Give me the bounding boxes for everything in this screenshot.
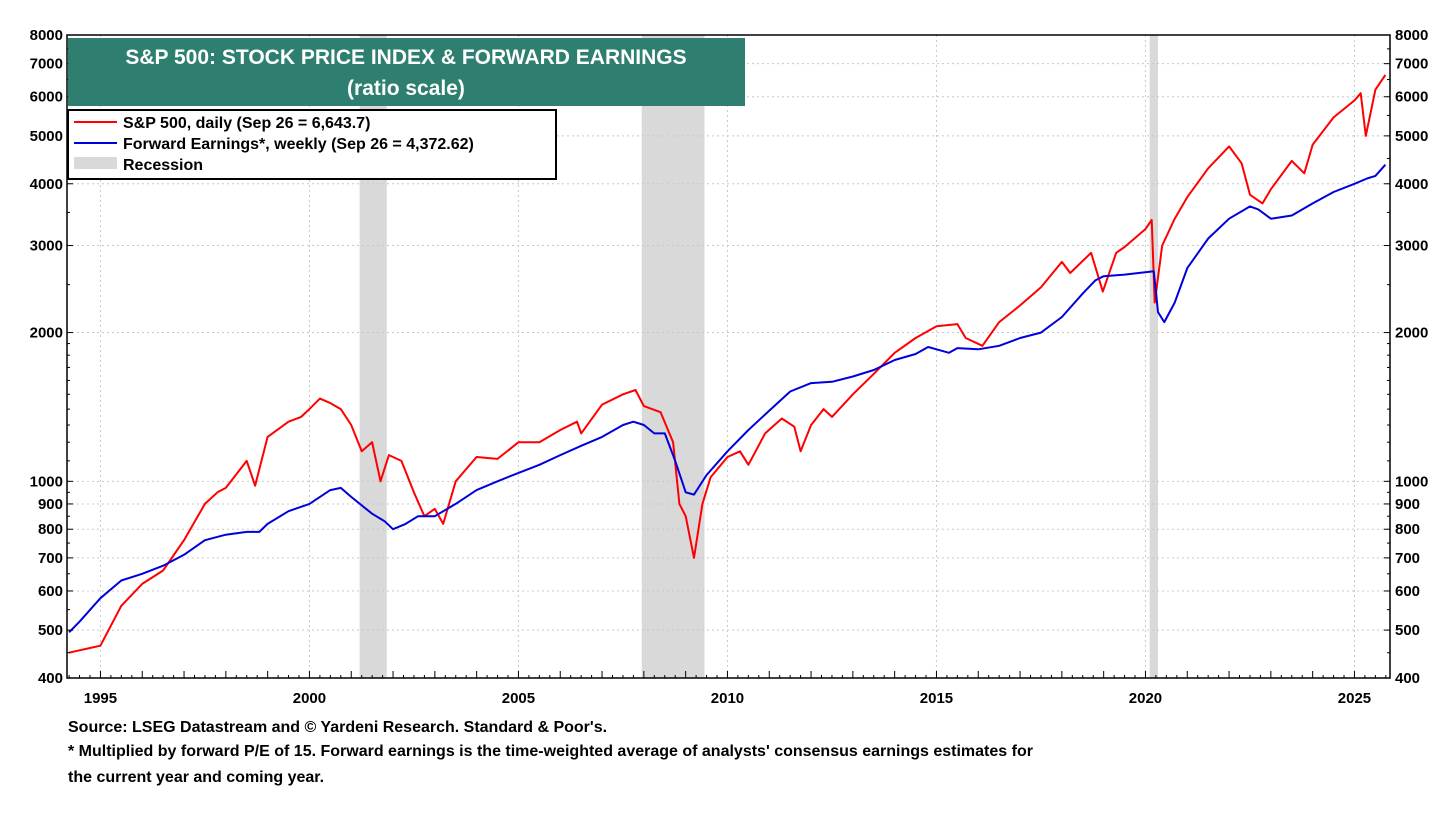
y-tick-label-left-400: 400 xyxy=(38,670,63,687)
series-line-sp500 xyxy=(68,74,1387,654)
y-tick-label-right-500: 500 xyxy=(1395,622,1420,639)
y-tick-label-left-800: 800 xyxy=(38,521,63,538)
y-tick-label-right-3000: 3000 xyxy=(1395,238,1428,255)
y-tick-label-right-6000: 6000 xyxy=(1395,89,1428,106)
y-tick-label-left-500: 500 xyxy=(38,622,63,639)
y-tick-label-right-4000: 4000 xyxy=(1395,176,1428,193)
x-tick-label-2005: 2005 xyxy=(502,690,535,707)
y-tick-label-left-700: 700 xyxy=(38,550,63,567)
recession-band-1 xyxy=(641,35,705,678)
title-box: S&P 500: STOCK PRICE INDEX & FORWARD EAR… xyxy=(68,38,745,106)
recession-band-2 xyxy=(1149,35,1159,678)
x-tick-label-2000: 2000 xyxy=(293,690,326,707)
x-tick-label-1995: 1995 xyxy=(84,690,117,707)
y-tick-label-right-700: 700 xyxy=(1395,550,1420,567)
plot-frame xyxy=(66,34,1391,679)
chart-title: S&P 500: STOCK PRICE INDEX & FORWARD EAR… xyxy=(125,46,686,69)
y-tick-label-left-8000: 8000 xyxy=(30,27,63,44)
y-tick-label-right-7000: 7000 xyxy=(1395,56,1428,73)
y-tick-label-left-4000: 4000 xyxy=(30,176,63,193)
y-tick-label-left-3000: 3000 xyxy=(30,238,63,255)
y-tick-label-left-600: 600 xyxy=(38,583,63,600)
y-tick-label-right-5000: 5000 xyxy=(1395,128,1428,145)
y-tick-label-right-800: 800 xyxy=(1395,521,1420,538)
y-tick-label-right-8000: 8000 xyxy=(1395,27,1428,44)
y-tick-label-left-1000: 1000 xyxy=(30,473,63,490)
footnote-line-2: the current year and coming year. xyxy=(68,769,325,786)
legend: S&P 500, daily (Sep 26 = 6,643.7) Forwar… xyxy=(67,109,557,180)
series-line-forward-earnings xyxy=(68,164,1387,634)
y-tick-label-left-5000: 5000 xyxy=(30,128,63,145)
legend-label-recession: Recession xyxy=(123,157,203,174)
x-tick-label-2015: 2015 xyxy=(920,690,953,707)
x-tick-label-2010: 2010 xyxy=(711,690,744,707)
series-lines xyxy=(68,74,1387,654)
legend-swatch-recession xyxy=(74,157,117,169)
y-tick-label-right-900: 900 xyxy=(1395,496,1420,513)
chart-subtitle: (ratio scale) xyxy=(347,77,465,100)
legend-label-forward-earnings: Forward Earnings*, weekly (Sep 26 = 4,37… xyxy=(123,136,474,153)
y-tick-label-right-400: 400 xyxy=(1395,670,1420,687)
source-note: Source: LSEG Datastream and © Yardeni Re… xyxy=(68,719,608,736)
y-tick-label-left-6000: 6000 xyxy=(30,89,63,106)
y-tick-label-left-7000: 7000 xyxy=(30,56,63,73)
y-tick-label-right-1000: 1000 xyxy=(1395,473,1428,490)
y-tick-label-left-900: 900 xyxy=(38,496,63,513)
y-tick-label-right-2000: 2000 xyxy=(1395,325,1428,342)
x-tick-label-2020: 2020 xyxy=(1129,690,1162,707)
axis-ticks xyxy=(67,34,1390,679)
footnote-line-1: * Multiplied by forward P/E of 15. Forwa… xyxy=(68,743,1033,760)
legend-label-sp500: S&P 500, daily (Sep 26 = 6,643.7) xyxy=(123,115,370,132)
y-tick-label-left-2000: 2000 xyxy=(30,325,63,342)
x-tick-label-2025: 2025 xyxy=(1338,690,1371,707)
y-tick-label-right-600: 600 xyxy=(1395,583,1420,600)
tick-labels: 400 400 500 500 600 600 700 700 800 800 900 900 1000… xyxy=(30,27,1429,707)
